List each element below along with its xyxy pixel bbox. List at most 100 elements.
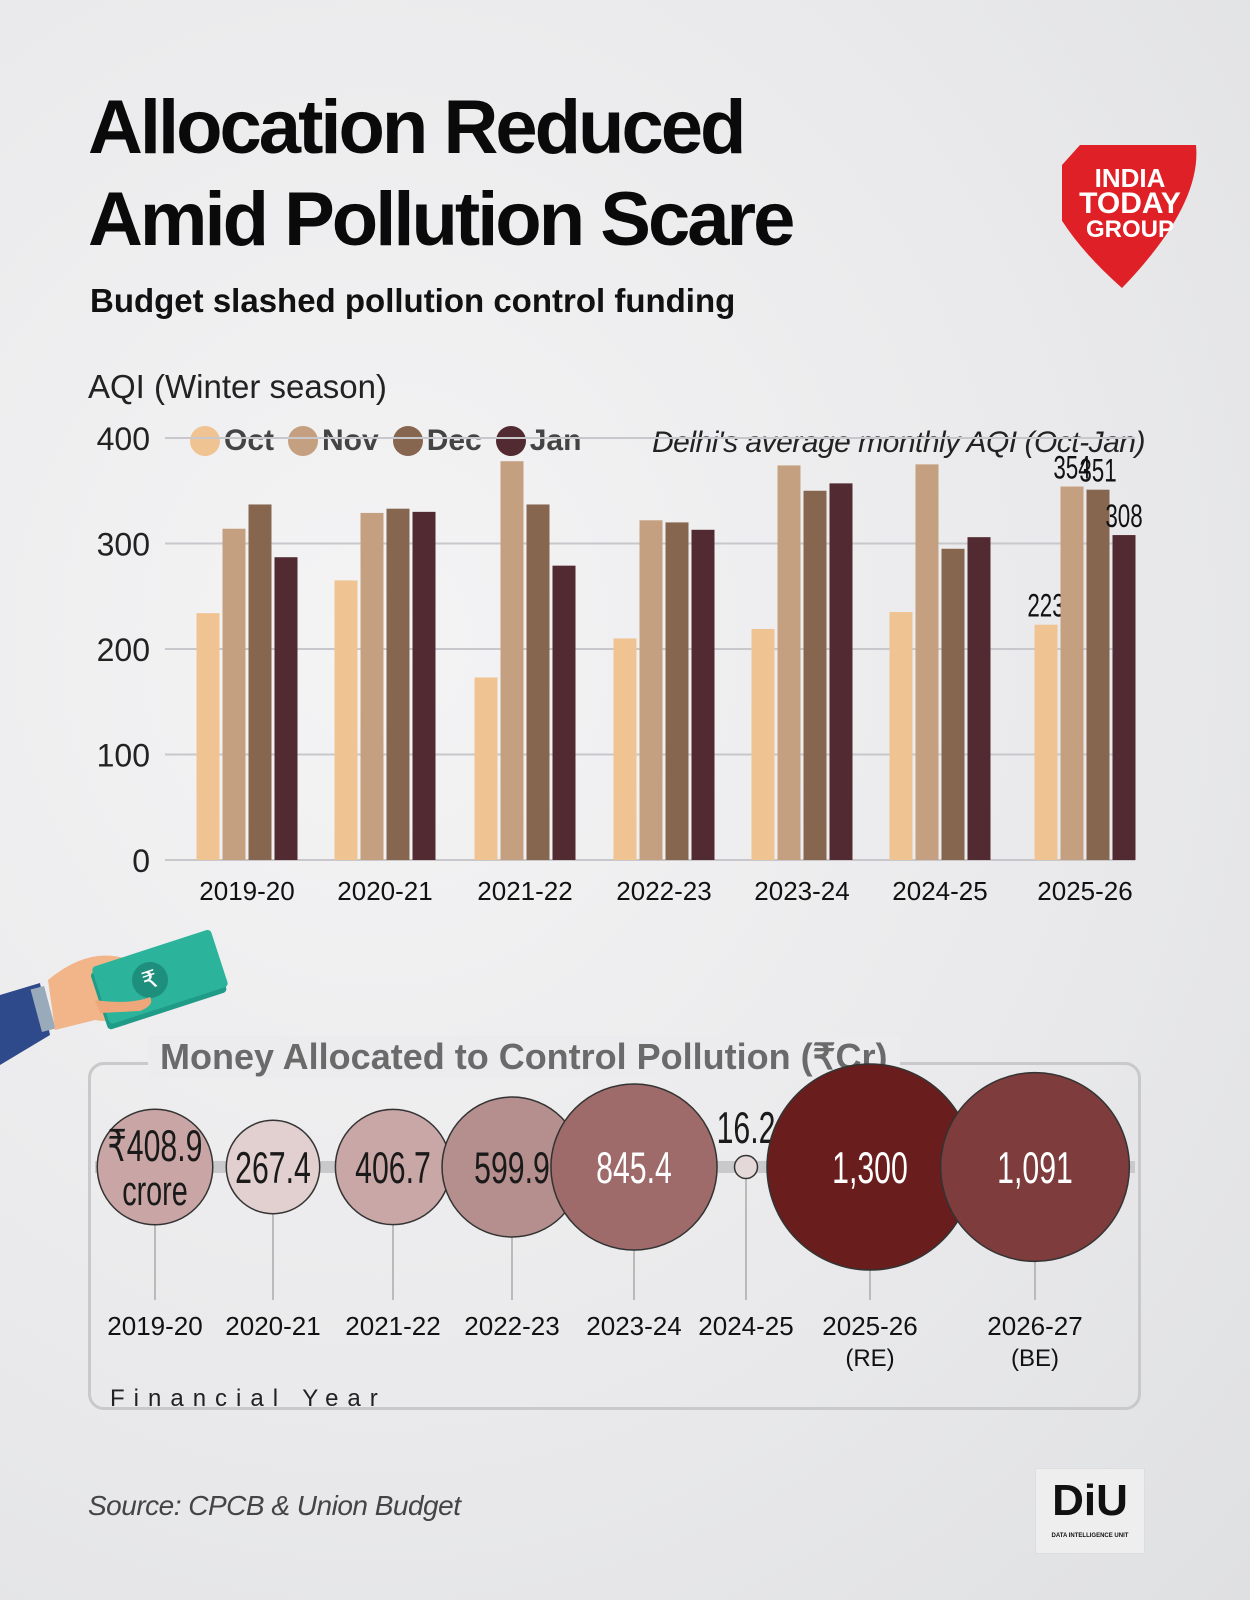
bar-oct-2024-25	[889, 612, 913, 860]
bar-nov-2024-25	[915, 464, 939, 860]
x-tick-label: 2025-26	[1037, 876, 1132, 906]
bubble-value: 845.4	[596, 1145, 672, 1194]
legend-label: Oct	[224, 424, 275, 457]
bar-nov-2023-24	[777, 465, 801, 860]
bubble-unit: crore	[122, 1167, 188, 1215]
bar-nov-2019-20	[222, 528, 246, 860]
india-today-logo: INDIA TODAY GROUP	[1062, 145, 1197, 288]
bar-jan-2021-22	[552, 565, 576, 860]
allocation-title: Money Allocated to Control Pollution (₹C…	[148, 1036, 900, 1078]
bar-jan-2022-23	[691, 529, 715, 860]
bubble-value: 1,300	[832, 1145, 908, 1194]
y-tick-label: 300	[97, 527, 150, 563]
financial-year-label: Financial Year	[110, 1385, 387, 1412]
bar-oct-2020-21	[334, 580, 358, 860]
bubble-value: 267.4	[235, 1145, 311, 1194]
bubble-year-label: 2025-26	[822, 1311, 917, 1341]
legend-swatch	[392, 426, 423, 456]
legend-swatch	[190, 426, 220, 456]
bar-jan-2025-26	[1112, 535, 1136, 860]
diu-logo: DiU DATA INTELLIGENCE UNIT	[1035, 1468, 1145, 1554]
bubble-value: ₹408.9	[108, 1123, 203, 1172]
bar-jan-2024-25	[967, 537, 991, 860]
bar-dec-2022-23	[665, 522, 689, 860]
legend-label: Dec	[426, 424, 482, 457]
legend-item-nov: Nov	[288, 424, 379, 458]
bar-nov-2021-22	[500, 461, 524, 860]
title-line-2: Amid Pollution Scare	[88, 177, 795, 262]
y-tick-label: 200	[97, 632, 150, 668]
data-label: 354	[1053, 450, 1090, 486]
bar-dec-2023-24	[803, 490, 827, 860]
bubble-year-note: (RE)	[845, 1345, 894, 1372]
bubble-year-label: 2019-20	[107, 1311, 202, 1341]
data-label: 351	[1079, 453, 1116, 489]
bubble-year-label: 2024-25	[698, 1311, 793, 1341]
bar-jan-2019-20	[274, 557, 298, 860]
source-note: Source: CPCB & Union Budget	[88, 1490, 461, 1521]
logo-line2: TODAY	[1079, 187, 1181, 220]
subtitle: Budget slashed pollution control funding	[90, 282, 736, 319]
bubble-2024-25	[733, 1154, 759, 1180]
legend-swatch	[288, 426, 319, 456]
bubble-year-label: 2022-23	[464, 1311, 559, 1341]
legend-item-oct: Oct	[190, 424, 274, 458]
legend-swatch	[495, 426, 526, 456]
legend: Oct Nov Dec Jan	[190, 424, 581, 458]
logo-line3: GROUP	[1086, 216, 1174, 243]
bar-oct-2021-22	[474, 677, 498, 860]
bar-dec-2025-26	[1086, 489, 1110, 860]
y-tick-label: 0	[132, 843, 150, 879]
bar-dec-2020-21	[386, 508, 410, 860]
y-tick-label: 400	[97, 421, 150, 457]
data-label: 223	[1027, 588, 1064, 624]
bar-oct-2025-26	[1034, 624, 1058, 860]
diu-logo-sub: DATA INTELLIGENCE UNIT	[1051, 1533, 1129, 1539]
bubble-value: 16.2	[717, 1105, 776, 1154]
x-tick-label: 2024-25	[892, 876, 987, 906]
bar-jan-2023-24	[829, 483, 853, 860]
x-tick-label: 2020-21	[337, 876, 432, 906]
logo-line1: INDIA	[1095, 163, 1166, 193]
legend-item-jan: Jan	[495, 424, 582, 458]
bar-dec-2021-22	[526, 504, 550, 860]
bubble-value: 406.7	[355, 1145, 431, 1194]
y-tick-label: 100	[97, 738, 150, 774]
bubble-year-label: 2020-21	[225, 1311, 320, 1341]
bar-nov-2025-26	[1060, 486, 1084, 860]
bubble-year-label: 2021-22	[345, 1311, 440, 1341]
y-axis-label: AQI (Winter season)	[88, 368, 387, 405]
bubble-2019-20	[96, 1108, 214, 1226]
bubble-2026-27	[939, 1071, 1131, 1263]
bar-dec-2024-25	[941, 548, 965, 860]
x-tick-label: 2023-24	[754, 876, 849, 906]
bar-dec-2019-20	[248, 504, 272, 860]
hand-money-icon: ₹	[0, 929, 228, 1065]
bubble-value: 599.9	[474, 1145, 550, 1194]
page-title: Allocation Reduced Amid Pollution Scare	[88, 82, 795, 266]
legend-label: Nov	[322, 424, 379, 457]
x-tick-label: 2021-22	[477, 876, 572, 906]
bubble-year-label: 2026-27	[987, 1311, 1082, 1341]
bubble-2020-21	[225, 1119, 321, 1215]
bar-oct-2019-20	[196, 613, 220, 860]
bubble-year-note: (BE)	[1011, 1345, 1059, 1372]
legend-label: Jan	[529, 424, 582, 457]
bubble-year-label: 2023-24	[586, 1311, 681, 1341]
chart-note: Delhi's average monthly AQI (Oct-Jan)	[652, 426, 1145, 459]
bar-oct-2022-23	[613, 638, 637, 860]
legend-item-dec: Dec	[392, 424, 482, 458]
x-tick-label: 2019-20	[199, 876, 294, 906]
bar-jan-2020-21	[412, 511, 436, 860]
diu-logo-text: DiU	[1052, 1476, 1128, 1525]
bar-oct-2023-24	[751, 628, 775, 860]
data-label: 308	[1105, 498, 1142, 534]
title-line-1: Allocation Reduced	[88, 85, 746, 170]
bar-nov-2020-21	[360, 512, 384, 860]
bar-nov-2022-23	[639, 520, 663, 860]
x-tick-label: 2022-23	[616, 876, 711, 906]
bubble-value: 1,091	[997, 1145, 1073, 1194]
bubble-2023-24	[550, 1083, 718, 1251]
